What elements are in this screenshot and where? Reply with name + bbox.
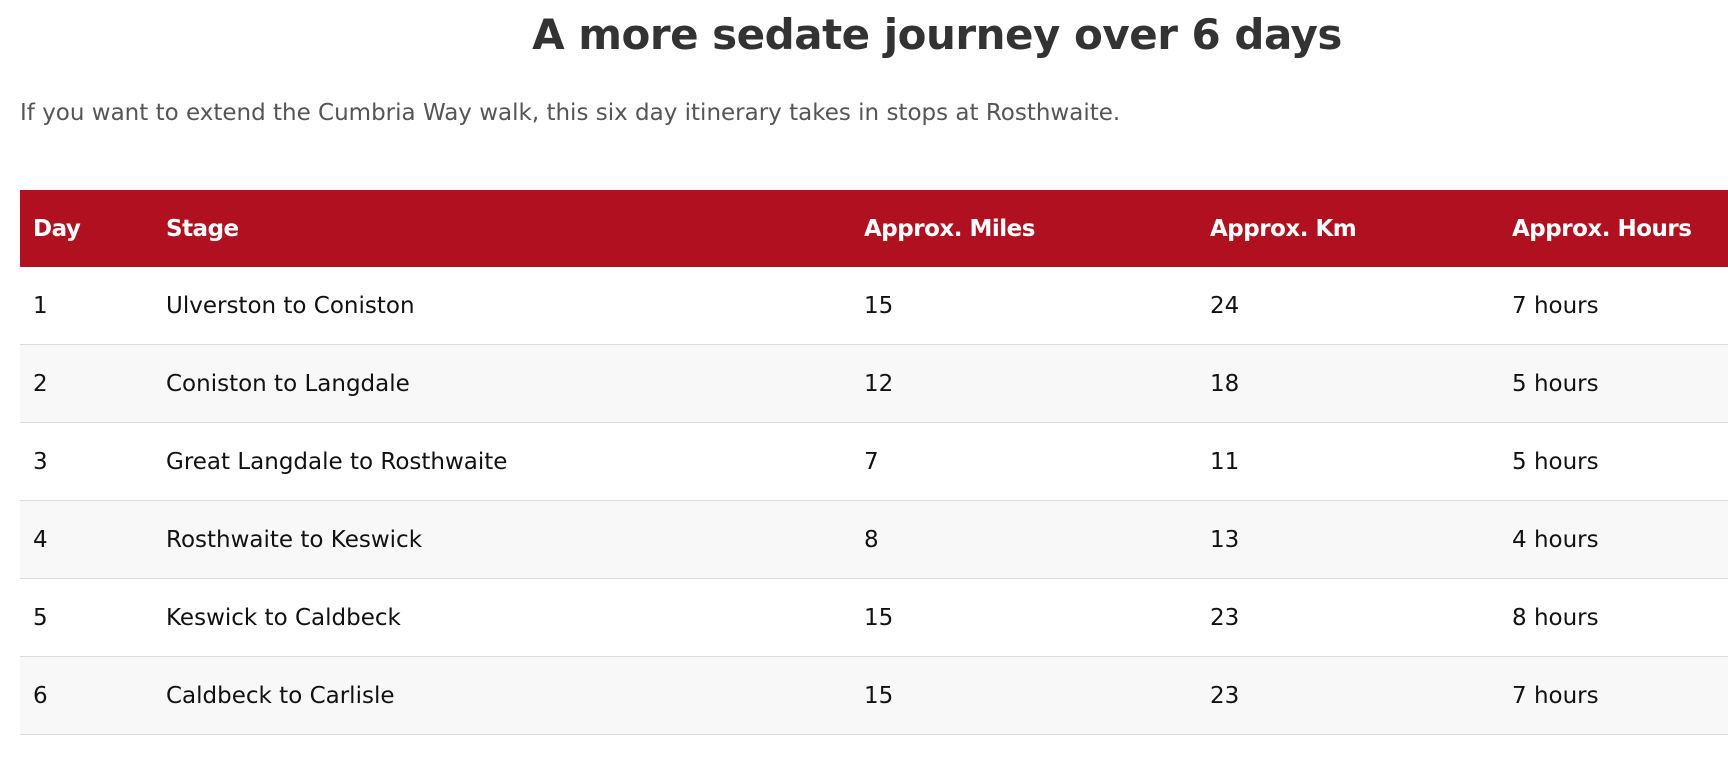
table-cell: 7 hours xyxy=(1499,656,1728,735)
table-cell: 3 xyxy=(20,422,153,501)
table-cell: 8 hours xyxy=(1499,578,1728,657)
table-cell: 5 hours xyxy=(1499,344,1728,423)
table-cell: 12 xyxy=(851,344,1197,423)
table-cell: 7 hours xyxy=(1499,267,1728,345)
table-cell: 4 xyxy=(20,500,153,579)
table-cell: 18 xyxy=(1197,344,1499,423)
table-cell: 15 xyxy=(851,267,1197,345)
table-row: 2 Coniston to Langdale 12 18 5 hours xyxy=(20,344,1728,423)
table-row: 3 Great Langdale to Rosthwaite 7 11 5 hours xyxy=(20,422,1728,501)
title: A more sedate journey over 6 days xyxy=(532,10,1342,59)
table-cell: 24 xyxy=(1197,267,1499,345)
table-cell: 5 hours xyxy=(1499,422,1728,501)
column-header: Approx. Hours xyxy=(1499,190,1728,267)
table-body: 1 Ulverston to Coniston 15 24 7 hours 2 Conist… xyxy=(20,267,1728,735)
table-cell: 15 xyxy=(851,578,1197,657)
itinerary-table: Day Stage Approx. Miles Approx. Km Approx. H… xyxy=(20,190,1728,735)
table-cell: 5 xyxy=(20,578,153,657)
table-cell: 7 xyxy=(851,422,1197,501)
column-header: Approx. Miles xyxy=(851,190,1197,267)
table-cell: 2 xyxy=(20,344,153,423)
header-row: Day Stage Approx. Miles Approx. Km Approx. H… xyxy=(20,190,1728,267)
column-header: Stage xyxy=(153,190,851,267)
table-cell: 13 xyxy=(1197,500,1499,579)
table-cell: Great Langdale to Rosthwaite xyxy=(153,422,851,501)
column-header: Approx. Km xyxy=(1197,190,1499,267)
table-row: 5 Keswick to Caldbeck 15 23 8 hours xyxy=(20,578,1728,657)
intro-text: If you want to extend the Cumbria Way wa… xyxy=(20,100,1121,126)
table-cell: 15 xyxy=(851,656,1197,735)
table-row: 6 Caldbeck to Carlisle 15 23 7 hours xyxy=(20,656,1728,735)
table-cell: Caldbeck to Carlisle xyxy=(153,656,851,735)
table-cell: Rosthwaite to Keswick xyxy=(153,500,851,579)
table-cell: 6 xyxy=(20,656,153,735)
table-cell: 11 xyxy=(1197,422,1499,501)
table-cell: 23 xyxy=(1197,578,1499,657)
table-cell: 1 xyxy=(20,267,153,345)
table-row: 1 Ulverston to Coniston 15 24 7 hours xyxy=(20,267,1728,345)
column-header: Day xyxy=(20,190,153,267)
table-cell: Keswick to Caldbeck xyxy=(153,578,851,657)
table-cell: Ulverston to Coniston xyxy=(153,267,851,345)
table-cell: 23 xyxy=(1197,656,1499,735)
table-cell: Coniston to Langdale xyxy=(153,344,851,423)
table-cell: 8 xyxy=(851,500,1197,579)
table-row: 4 Rosthwaite to Keswick 8 13 4 hours xyxy=(20,500,1728,579)
table-cell: 4 hours xyxy=(1499,500,1728,579)
